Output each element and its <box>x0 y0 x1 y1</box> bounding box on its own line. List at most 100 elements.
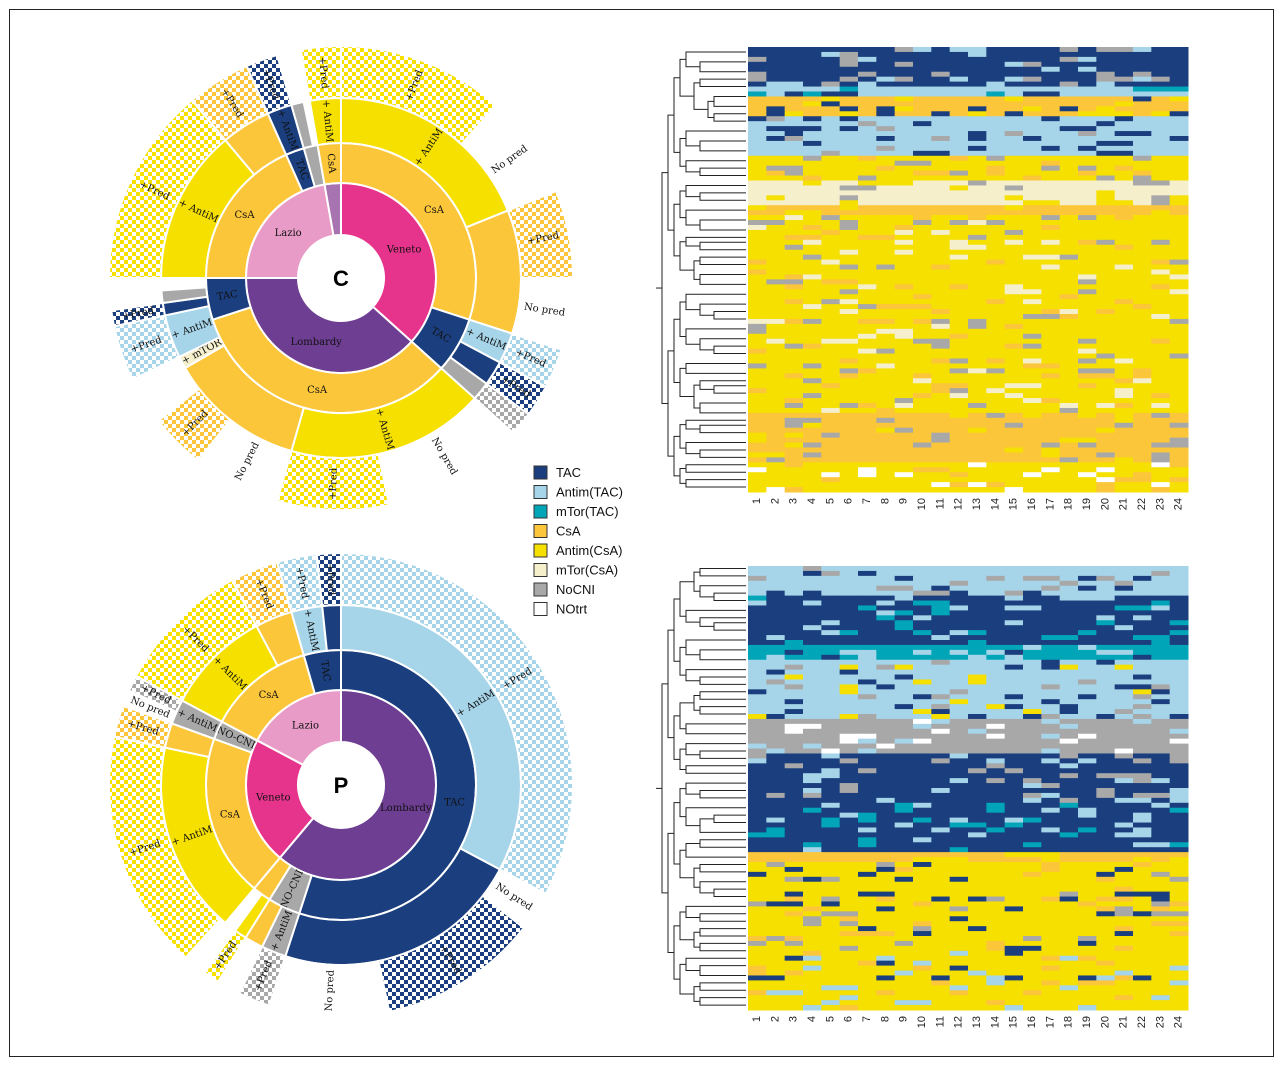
legend-swatch <box>533 543 548 558</box>
heatmap-cell <box>1151 689 1171 695</box>
heatmap-cell <box>1059 743 1079 750</box>
heatmap-cell <box>894 165 914 172</box>
heatmap-cell <box>784 679 804 685</box>
heatmap-cell <box>968 916 987 922</box>
heatmap-cell <box>1059 783 1079 789</box>
heatmap-cell <box>803 679 822 685</box>
heatmap-cell <box>1151 215 1171 221</box>
heatmap-cell <box>931 709 951 715</box>
heatmap-cell <box>1169 699 1189 705</box>
heatmap-cell <box>1041 457 1061 463</box>
heatmap-cell <box>894 911 914 917</box>
heatmap-cell <box>858 788 877 794</box>
heatmap-cell <box>1151 743 1171 750</box>
heatmap-cell <box>858 363 877 369</box>
heatmap-cell <box>1078 215 1097 221</box>
heatmap-cell <box>821 842 841 848</box>
heatmap-cell <box>1114 96 1134 102</box>
heatmap-cell <box>986 768 1006 774</box>
heatmap-cell <box>968 150 987 157</box>
heatmap-cell <box>931 487 951 493</box>
heatmap-cell <box>986 432 1006 439</box>
heatmap-cell <box>1023 728 1042 735</box>
heatmap-cell <box>1023 975 1042 981</box>
heatmap-cell <box>986 625 1006 631</box>
heatmap-cell <box>766 442 786 448</box>
heatmap-cell <box>968 679 987 685</box>
heatmap-cell <box>968 625 987 631</box>
heatmap-cell <box>876 866 896 873</box>
heatmap-cell <box>986 175 1006 181</box>
heatmap-cell <box>839 165 859 172</box>
heatmap-cell <box>949 314 969 320</box>
heatmap-cell <box>931 477 951 483</box>
heatmap-cell <box>1023 185 1042 191</box>
heatmap-cell <box>931 437 951 444</box>
heatmap-cell <box>1114 797 1134 804</box>
heatmap-cell <box>1041 901 1061 907</box>
heatmap-cell <box>949 600 969 606</box>
heatmap-cell <box>1041 482 1061 488</box>
heatmap-cell <box>1059 81 1079 88</box>
heatmap-cell <box>1151 817 1171 824</box>
heatmap-cell <box>1096 945 1116 952</box>
heatmap-cell <box>1114 210 1134 216</box>
heatmap-cell <box>1004 259 1024 266</box>
heatmap-cell <box>784 477 804 483</box>
heatmap-cell <box>1096 259 1116 266</box>
heatmap-cell <box>784 881 804 888</box>
heatmap-cell <box>968 229 987 236</box>
heatmap-cell <box>821 649 841 656</box>
heatmap-cell <box>894 318 914 325</box>
heatmap-cell <box>968 788 987 794</box>
heatmap-cell <box>1169 718 1189 725</box>
heatmap-cell <box>839 580 859 587</box>
heatmap-cell <box>876 995 896 1001</box>
heatmap-cell <box>803 891 822 898</box>
heatmap-cell <box>1151 398 1171 404</box>
heatmap-cell <box>931 482 951 488</box>
heatmap-cell <box>1114 447 1134 453</box>
heatmap-cell <box>894 373 914 379</box>
heatmap-cell <box>1078 758 1097 764</box>
heatmap-cell <box>1023 412 1042 419</box>
heatmap-cell <box>1041 131 1061 137</box>
heatmap-cell <box>1133 318 1152 325</box>
heatmap-cell <box>1041 56 1061 63</box>
heatmap-cell <box>1078 842 1097 848</box>
heatmap-cell <box>803 580 822 587</box>
heatmap-cell <box>1114 857 1134 863</box>
heatmap-cell <box>1059 76 1079 83</box>
heatmap-cell <box>876 432 896 439</box>
heatmap-cell <box>968 309 987 315</box>
heatmap-cell <box>876 822 896 828</box>
heatmap-cell <box>1059 847 1079 853</box>
heatmap-cell <box>894 180 914 186</box>
heatmap-cell <box>876 150 896 157</box>
heatmap-cell <box>1114 620 1134 626</box>
heatmap-cell <box>766 940 786 947</box>
heatmap-cell <box>858 388 877 394</box>
heatmap-cell <box>858 190 877 196</box>
heatmap-cell <box>1041 580 1061 587</box>
heatmap-cell <box>839 792 859 799</box>
heatmap-cell <box>803 630 822 636</box>
heatmap-cell <box>968 81 987 88</box>
heatmap-cell <box>949 566 969 572</box>
heatmap-cell <box>1151 442 1171 448</box>
heatmap-cell <box>839 995 859 1001</box>
heatmap-cell <box>949 284 969 290</box>
heatmap-cell <box>913 649 932 656</box>
heatmap-cell <box>1114 111 1134 117</box>
heatmap-cell <box>1023 294 1042 300</box>
heatmap-cell <box>1023 343 1042 350</box>
heatmap-cell <box>821 131 841 137</box>
heatmap-cell <box>821 753 841 759</box>
heatmap-cell <box>1078 56 1097 63</box>
heatmap-cell <box>1078 625 1097 631</box>
heatmap-cell <box>1004 71 1024 78</box>
heatmap-cell <box>858 254 877 261</box>
heatmap-cell <box>1151 669 1171 676</box>
heatmap-cell <box>968 383 987 389</box>
heatmap-cell <box>748 842 767 848</box>
